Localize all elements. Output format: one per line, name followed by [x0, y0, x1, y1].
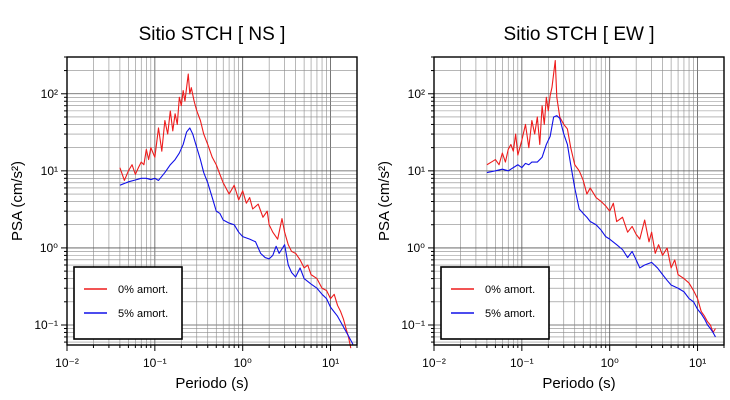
x-tick-label: 10⁰: [601, 356, 619, 370]
y-tick-label: 10⁻¹: [401, 318, 425, 332]
y-axis-label: PSA (cm/s²): [9, 161, 26, 241]
y-tick-label: 10⁻¹: [34, 318, 58, 332]
chart-panel-2: 10⁻² 10⁻¹ 10⁰ 10¹ 10⁻¹ 10⁰ 10¹ 10² Sitio STCH [ …: [376, 24, 725, 392]
x-tick-label: 10⁻¹: [143, 356, 167, 370]
chart-panel-1: 10⁻² 10⁻¹ 10⁰ 10¹ 10⁻¹ 10⁰ 10¹ 10² Sitio STCH [ …: [9, 24, 358, 392]
series-line-undamped: [119, 73, 352, 349]
legend-box: [440, 266, 550, 340]
axis-ticks: [428, 56, 725, 351]
plot-frame: [66, 56, 358, 346]
y-tick-label: 10¹: [41, 164, 58, 178]
y-tick-label: 10²: [41, 87, 58, 101]
y-tick-label: 10⁰: [407, 241, 425, 255]
legend-entry-label: 5% amort.: [485, 308, 535, 320]
legend-entry-label: 0% amort.: [118, 284, 168, 296]
y-tick-label: 10²: [408, 87, 425, 101]
legend: 0% amort. 5% amort.: [73, 266, 183, 340]
legend-entry-label: 5% amort.: [118, 308, 168, 320]
plot-frame: [433, 56, 725, 346]
y-tick-label: 10⁰: [40, 241, 58, 255]
chart-title: Sitio STCH [ EW ]: [504, 24, 655, 45]
axis-ticks: [61, 56, 358, 351]
chart-title: Sitio STCH [ NS ]: [139, 24, 286, 45]
x-tick-label: 10⁻²: [422, 356, 446, 370]
series-line-damped: [486, 115, 716, 338]
legend: 0% amort. 5% amort.: [440, 266, 550, 340]
x-tick-label: 10⁰: [234, 356, 252, 370]
x-axis-label: Periodo (s): [175, 375, 248, 392]
x-tick-label: 10¹: [689, 356, 706, 370]
series-line-undamped: [486, 59, 716, 334]
series-line-damped: [119, 127, 354, 345]
y-axis-label: PSA (cm/s²): [376, 161, 393, 241]
x-tick-label: 10¹: [322, 356, 339, 370]
legend-entry-label: 0% amort.: [485, 284, 535, 296]
x-tick-label: 10⁻¹: [510, 356, 534, 370]
y-tick-label: 10¹: [408, 164, 425, 178]
x-axis-label: Periodo (s): [542, 375, 615, 392]
legend-box: [73, 266, 183, 340]
x-tick-label: 10⁻²: [55, 356, 79, 370]
